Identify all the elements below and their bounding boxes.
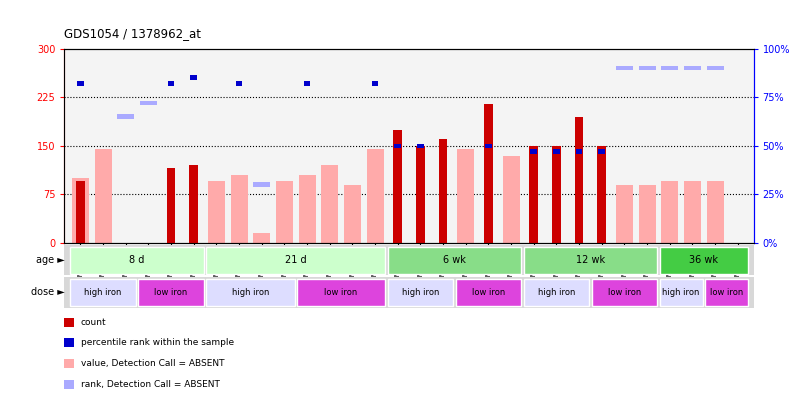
Bar bbox=[235, 81, 243, 86]
Text: high iron: high iron bbox=[85, 288, 122, 296]
Bar bbox=[524, 279, 589, 306]
Bar bbox=[524, 247, 657, 274]
Text: high iron: high iron bbox=[231, 288, 269, 296]
Bar bbox=[388, 247, 521, 274]
Text: low iron: low iron bbox=[472, 288, 505, 296]
Bar bbox=[72, 178, 89, 243]
Bar bbox=[138, 279, 204, 306]
Bar bbox=[592, 279, 657, 306]
Bar bbox=[298, 175, 315, 243]
Text: high iron: high iron bbox=[663, 288, 700, 296]
Bar bbox=[168, 81, 174, 86]
Bar bbox=[417, 143, 424, 148]
Text: 21 d: 21 d bbox=[285, 255, 306, 264]
Bar bbox=[344, 185, 361, 243]
Text: GDS1054 / 1378962_at: GDS1054 / 1378962_at bbox=[64, 28, 202, 40]
Bar bbox=[231, 175, 247, 243]
Bar bbox=[659, 247, 748, 274]
Bar bbox=[70, 279, 136, 306]
Bar bbox=[616, 66, 633, 70]
Bar bbox=[707, 181, 724, 243]
Bar bbox=[729, 0, 746, 2]
Bar bbox=[553, 149, 560, 154]
Bar bbox=[206, 279, 294, 306]
Bar bbox=[438, 139, 447, 243]
Bar bbox=[659, 279, 703, 306]
Bar bbox=[140, 101, 157, 105]
Bar bbox=[530, 146, 538, 243]
Bar bbox=[394, 143, 401, 148]
Bar bbox=[208, 181, 225, 243]
Bar bbox=[416, 146, 425, 243]
Bar bbox=[661, 181, 678, 243]
Text: dose ►: dose ► bbox=[31, 287, 65, 297]
Text: low iron: low iron bbox=[324, 288, 358, 296]
Text: 6 wk: 6 wk bbox=[443, 255, 466, 264]
Bar bbox=[530, 149, 537, 154]
Text: value, Detection Call = ABSENT: value, Detection Call = ABSENT bbox=[81, 359, 224, 368]
Text: age ►: age ► bbox=[36, 255, 65, 264]
Bar bbox=[552, 146, 561, 243]
Bar bbox=[276, 181, 293, 243]
Bar bbox=[322, 165, 339, 243]
Bar bbox=[598, 149, 605, 154]
Bar bbox=[297, 279, 385, 306]
Text: 12 wk: 12 wk bbox=[575, 255, 605, 264]
Bar bbox=[484, 104, 492, 243]
Text: count: count bbox=[81, 318, 106, 327]
Bar bbox=[253, 233, 270, 243]
Bar bbox=[388, 279, 453, 306]
Bar bbox=[616, 185, 633, 243]
Bar bbox=[117, 114, 134, 119]
Bar bbox=[638, 185, 655, 243]
Bar bbox=[393, 130, 402, 243]
Bar bbox=[705, 279, 748, 306]
Bar bbox=[485, 143, 492, 148]
Bar bbox=[457, 149, 474, 243]
Bar bbox=[707, 66, 724, 70]
Bar bbox=[457, 17, 474, 22]
Text: high iron: high iron bbox=[401, 288, 439, 296]
Text: low iron: low iron bbox=[710, 288, 743, 296]
Text: rank, Detection Call = ABSENT: rank, Detection Call = ABSENT bbox=[81, 380, 219, 389]
Bar bbox=[684, 181, 701, 243]
Bar bbox=[167, 168, 176, 243]
Bar bbox=[503, 156, 520, 243]
Bar bbox=[575, 149, 583, 154]
Text: low iron: low iron bbox=[608, 288, 641, 296]
Bar bbox=[684, 66, 701, 70]
Bar bbox=[661, 66, 678, 70]
Bar bbox=[190, 75, 197, 80]
Bar bbox=[638, 66, 655, 70]
Bar bbox=[253, 182, 270, 187]
Bar bbox=[575, 117, 584, 243]
Bar bbox=[304, 81, 310, 86]
Bar bbox=[206, 247, 385, 274]
Text: percentile rank within the sample: percentile rank within the sample bbox=[81, 339, 234, 347]
Bar bbox=[76, 181, 85, 243]
Bar bbox=[94, 149, 111, 243]
Text: 36 wk: 36 wk bbox=[689, 255, 718, 264]
Bar bbox=[455, 279, 521, 306]
Text: 8 d: 8 d bbox=[129, 255, 145, 264]
Bar bbox=[70, 247, 204, 274]
Bar bbox=[367, 149, 384, 243]
Bar bbox=[77, 81, 84, 86]
Bar bbox=[597, 146, 606, 243]
Text: low iron: low iron bbox=[155, 288, 188, 296]
Text: high iron: high iron bbox=[538, 288, 575, 296]
Bar bbox=[189, 165, 198, 243]
Bar bbox=[372, 81, 379, 86]
